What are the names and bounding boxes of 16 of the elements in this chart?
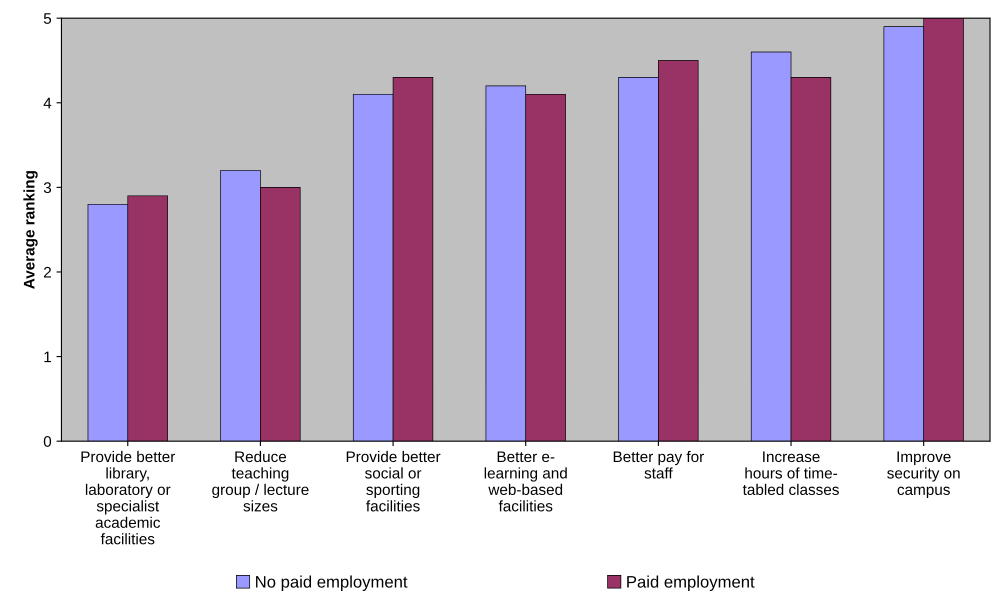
x-tick-label: Provide better social or sporting facilities: [346, 450, 440, 512]
x-tick-label: Increase hours of time- tabled classes: [742, 451, 839, 496]
x-tick-label: Provide better library, laboratory or specialist academic facilities: [81, 450, 176, 544]
y-tick-label: 4: [44, 98, 52, 108]
legend-label: No paid employment: [256, 575, 408, 591]
y-tick-label: 0: [44, 436, 52, 447]
y-tick-label: 5: [44, 13, 52, 24]
x-tick-label: Improve security on campus: [887, 451, 960, 498]
x-tick-label: Reduce teaching group / lecture sizes: [212, 450, 309, 512]
y-axis-title: Average ranking: [23, 171, 38, 289]
y-tick-label: 1: [44, 352, 51, 362]
legend-label: Paid employment: [627, 575, 755, 591]
x-tick-label: Better pay for staff: [614, 450, 704, 479]
y-tick-label: 2: [44, 266, 51, 278]
x-tick-label: Better e- learning and web-based facilities: [484, 451, 567, 512]
y-tick-label: 3: [44, 182, 52, 194]
